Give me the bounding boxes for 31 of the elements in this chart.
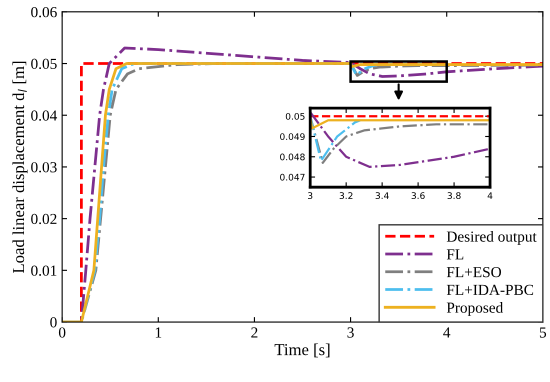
y-tick-label: 0.06	[31, 6, 57, 18]
x-tick-label: 4	[488, 192, 492, 199]
x-tick-label: 3	[308, 192, 312, 200]
x-tick-label: 5	[540, 327, 546, 338]
y-tick-label: 0.049	[280, 133, 305, 140]
x-tick-label: 0	[58, 327, 66, 338]
x-axis-title: Time [s]	[274, 344, 330, 358]
y-tick-label: 0.01	[31, 265, 56, 276]
y-tick-label: 0.05	[31, 58, 57, 70]
y-tick-label: 0.03	[31, 162, 57, 172]
legend-label: Proposed	[446, 302, 504, 316]
x-tick-label: 3.8	[448, 192, 461, 200]
x-tick-label: 3	[347, 327, 354, 338]
legend-label: Desired output	[446, 230, 537, 245]
x-tick-label: 3.6	[412, 192, 425, 200]
x-tick-label: 3.4	[376, 192, 389, 200]
y-axis-title: Load linear displacement d$_{l}$ [m]	[12, 62, 28, 274]
legend-label: FL	[446, 249, 464, 260]
legend-label: FL+ESO	[446, 267, 502, 278]
x-tick-label: 1	[156, 327, 162, 338]
y-tick-label: 0.05	[286, 112, 305, 120]
y-tick-label: 0	[50, 317, 57, 328]
y-tick-label: 0.048	[280, 153, 305, 160]
y-tick-label: 0.02	[31, 214, 56, 224]
x-tick-label: 4	[443, 327, 450, 338]
y-tick-label: 0.047	[280, 174, 305, 181]
line-series	[310, 115, 362, 162]
legend-label: FL+IDA-PBC	[446, 284, 534, 296]
x-tick-label: 2	[251, 327, 258, 338]
x-tick-label: 3.2	[340, 192, 352, 200]
y-tick-label: 0.04	[31, 110, 58, 121]
